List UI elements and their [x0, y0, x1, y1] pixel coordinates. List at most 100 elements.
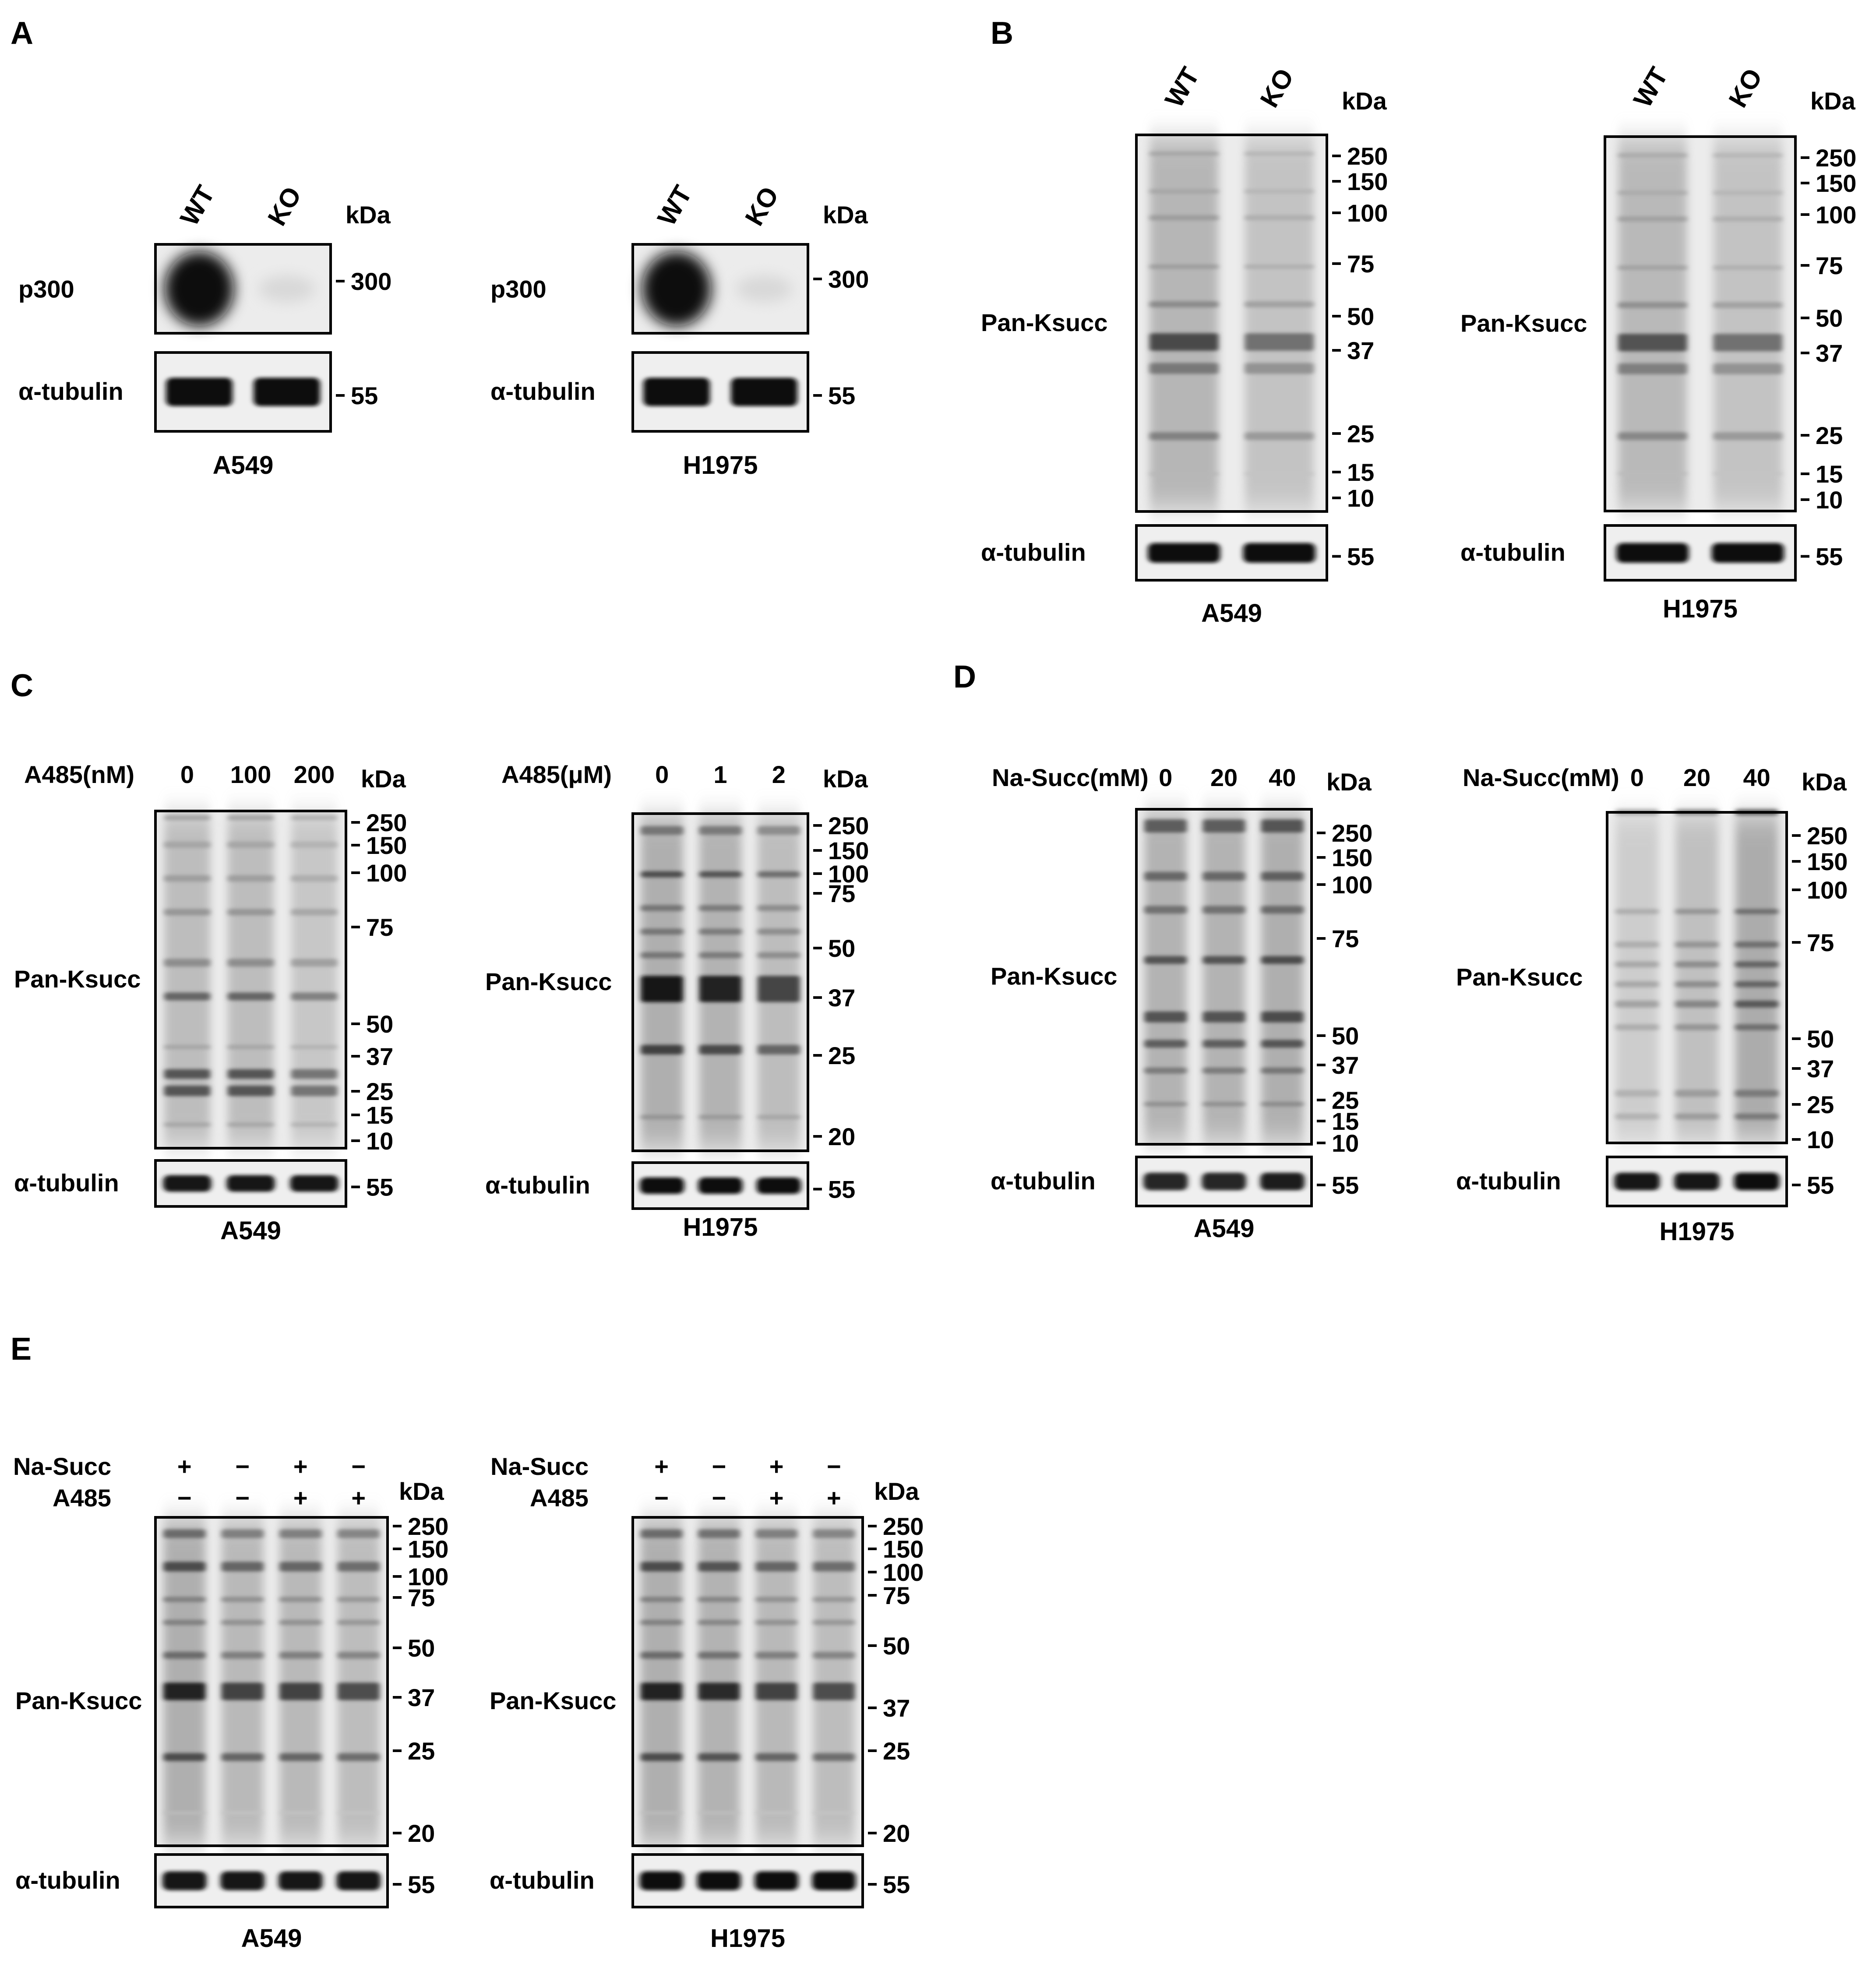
protein-band: [699, 905, 741, 911]
protein-band: [1144, 1102, 1187, 1107]
marker-label: 150: [1816, 169, 1856, 197]
p300-band: [258, 275, 315, 302]
lane-label: KO: [739, 182, 784, 230]
marker-label: 100: [1807, 876, 1848, 904]
p300-band: [642, 251, 712, 326]
panel-letter: B: [991, 16, 1013, 51]
treatment-sign: −: [351, 1453, 366, 1480]
tubulin-band: [812, 1871, 856, 1890]
cell-line-label: A549: [213, 451, 274, 480]
protein-band: [1245, 432, 1314, 440]
tubulin-band: [278, 1871, 323, 1890]
lane-label: 200: [294, 761, 335, 788]
loading-control-label: α-tubulin: [490, 377, 596, 405]
lane-label: 0: [180, 761, 194, 788]
lane-smear: [1675, 816, 1719, 1139]
protein-band: [1618, 334, 1687, 352]
protein-band: [1735, 941, 1778, 948]
protein-band: [755, 1682, 797, 1700]
marker-label: 55: [1347, 543, 1374, 571]
protein-band: [1245, 152, 1314, 156]
marker-label: 55: [1807, 1171, 1834, 1199]
tubulin-frame: [1606, 1156, 1788, 1207]
main-blot-frame: [1604, 135, 1797, 512]
protein-band: [1144, 1067, 1187, 1074]
protein-band: [1203, 1102, 1245, 1107]
tubulin-band: [1143, 1172, 1188, 1191]
tubulin-band: [1148, 543, 1220, 563]
protein-band: [1615, 941, 1659, 948]
protein-band: [1261, 1011, 1304, 1023]
protein-band: [338, 1620, 380, 1625]
protein-band: [1713, 363, 1782, 374]
treatment-sign: +: [769, 1484, 784, 1512]
marker-label: 55: [1816, 543, 1843, 571]
treatment-sign: −: [827, 1453, 841, 1480]
marker-label: 50: [1347, 303, 1374, 330]
protein-band: [813, 1529, 855, 1538]
main-blot-frame: [631, 812, 809, 1152]
marker-label: 10: [1807, 1126, 1834, 1153]
marker-label: 250: [1816, 144, 1856, 172]
tubulin-band: [336, 1871, 381, 1890]
protein-band: [698, 1620, 740, 1625]
lane-smear: [641, 1521, 682, 1842]
marker-label: 25: [1347, 420, 1374, 448]
marker-label: 100: [408, 1563, 448, 1590]
protein-band: [228, 875, 274, 882]
treatment-header: A485(μM): [501, 761, 612, 788]
protein-band: [1618, 265, 1687, 270]
kda-unit-label: kDa: [874, 1477, 920, 1505]
protein-band: [1261, 956, 1304, 964]
marker-label: 250: [1332, 819, 1372, 847]
protein-band: [755, 1562, 797, 1572]
lane-label: 1: [713, 761, 727, 788]
protein-band: [1618, 432, 1687, 440]
protein-band: [164, 841, 210, 848]
protein-band: [1675, 981, 1719, 987]
marker-label: 15: [366, 1101, 393, 1129]
lane-label: 0: [1159, 764, 1172, 791]
treatment-sign: +: [293, 1484, 308, 1512]
protein-band: [1261, 1067, 1304, 1074]
tubulin-band: [639, 1871, 684, 1890]
protein-band: [755, 1753, 797, 1761]
protein-band: [698, 1529, 740, 1538]
kda-unit-label: kDa: [1802, 768, 1847, 796]
lane-smear: [698, 1521, 740, 1842]
protein-band: [1150, 264, 1219, 269]
lane-smear: [279, 1521, 321, 1842]
protein-band: [1144, 1040, 1187, 1048]
cell-line-label: A549: [1194, 1214, 1255, 1243]
protein-band: [228, 1086, 274, 1097]
tubulin-frame: [154, 351, 332, 433]
lane-smear: [1144, 813, 1187, 1141]
protein-band: [1144, 906, 1187, 914]
blot-c-h1975: Pan-Ksuccα-tubulin250150100755037252055k…: [485, 761, 869, 1241]
loading-control-label: α-tubulin: [14, 1169, 119, 1197]
cell-line-label: A549: [241, 1924, 302, 1953]
tubulin-band: [1674, 1172, 1720, 1191]
panel-letter: A: [11, 16, 33, 51]
marker-label: 37: [366, 1043, 393, 1070]
treatment-header: Na-Succ(mM): [992, 764, 1149, 791]
marker-label: 10: [366, 1127, 393, 1155]
protein-band: [1261, 1040, 1304, 1048]
marker-label: 250: [1807, 822, 1848, 850]
tubulin-frame: [154, 1159, 347, 1208]
treatment-header: Na-Succ(mM): [1463, 764, 1619, 791]
protein-band: [222, 1652, 264, 1659]
marker-label: 75: [366, 913, 393, 941]
lane-label: KO: [1254, 63, 1299, 112]
marker-label: 150: [828, 837, 869, 864]
main-blot-frame: [631, 243, 809, 335]
protein-band: [279, 1529, 321, 1538]
protein-band: [641, 905, 683, 911]
treatment-sign: −: [177, 1484, 192, 1512]
protein-band: [1150, 333, 1219, 351]
treatment-sign: +: [351, 1484, 366, 1512]
panel-b: B Pan-Ksuccα-tubulin250150100755037251510…: [981, 16, 1856, 628]
marker-label: 37: [408, 1684, 435, 1711]
